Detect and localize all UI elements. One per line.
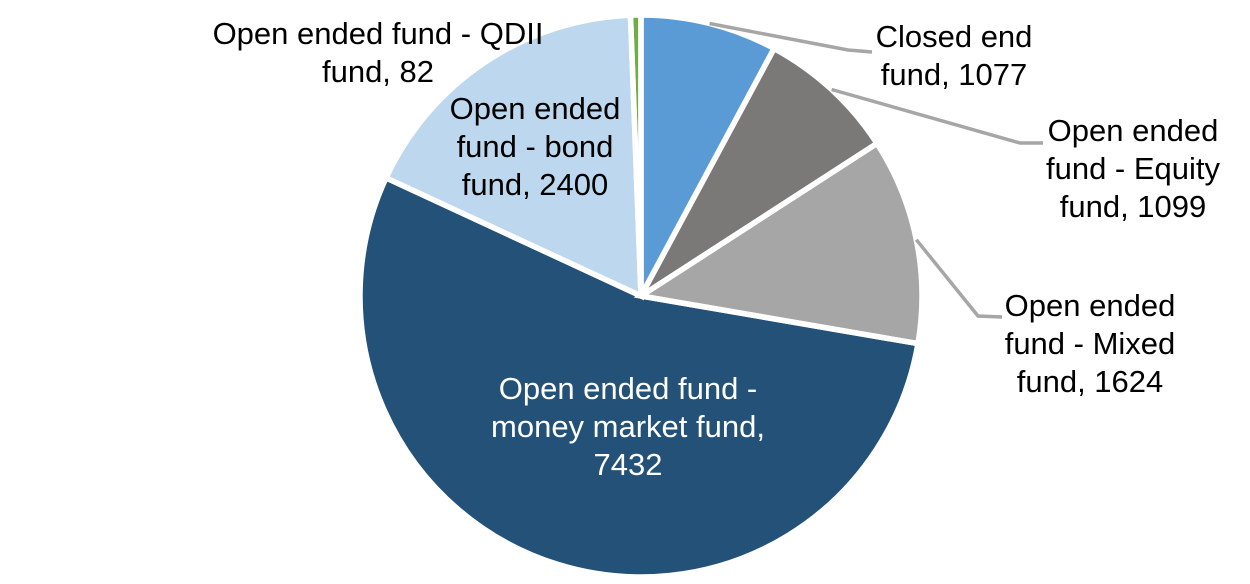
label-line: 7432 xyxy=(593,447,663,482)
label-line: fund, 1077 xyxy=(880,57,1028,92)
label-line: Open ended fund - xyxy=(498,371,758,406)
pie-slice-separator xyxy=(638,44,881,299)
leader-line-open-ended-fund-mixed xyxy=(914,238,1003,319)
label-line: fund, 1099 xyxy=(1059,189,1207,224)
pie-slice-open-ended-fund-bond xyxy=(386,15,641,296)
pie-slice-separator xyxy=(633,139,925,347)
label-line: Open ended xyxy=(1004,288,1176,323)
label-line: fund - Mixed xyxy=(1004,326,1176,361)
label-open-ended-fund-qdii: Open ended fund - QDII fund, 82 xyxy=(158,15,598,91)
leader-line-closed-end-fund xyxy=(709,21,873,54)
label-line: Open ended xyxy=(449,91,621,126)
label-line: Closed end xyxy=(875,19,1033,54)
label-line: Open ended fund - QDII xyxy=(212,16,544,51)
label-line: Open ended xyxy=(1047,113,1219,148)
pie-slice-separator xyxy=(357,174,922,580)
label-open-ended-fund-bond: Open ended fund - bond fund, 2400 xyxy=(385,90,685,204)
pie-slice-closed-end-fund xyxy=(641,14,775,296)
pie-slice-open-ended-fund-money-market xyxy=(360,177,918,578)
label-closed-end-fund: Closed end fund, 1077 xyxy=(804,18,1104,94)
label-line: fund, 1624 xyxy=(1016,364,1164,399)
label-line: fund - Equity xyxy=(1045,151,1221,186)
label-open-ended-fund-money-market: Open ended fund - money market fund, 743… xyxy=(408,370,848,484)
pie-slice-open-ended-fund-mixed xyxy=(641,143,923,344)
label-open-ended-fund-mixed: Open ended fund - Mixed fund, 1624 xyxy=(940,287,1240,401)
leader-line-open-ended-fund-equity xyxy=(831,87,1043,145)
label-line: fund, 2400 xyxy=(461,167,609,202)
pie-slice-open-ended-fund-equity xyxy=(641,48,877,296)
pie-slice-separator xyxy=(382,12,644,301)
label-line: money market fund, xyxy=(491,409,765,444)
label-line: fund - bond xyxy=(456,129,614,164)
label-open-ended-fund-equity: Open ended fund - Equity fund, 1099 xyxy=(983,112,1250,226)
label-line: fund, 82 xyxy=(321,54,435,89)
pie-slice-separator xyxy=(627,12,644,297)
